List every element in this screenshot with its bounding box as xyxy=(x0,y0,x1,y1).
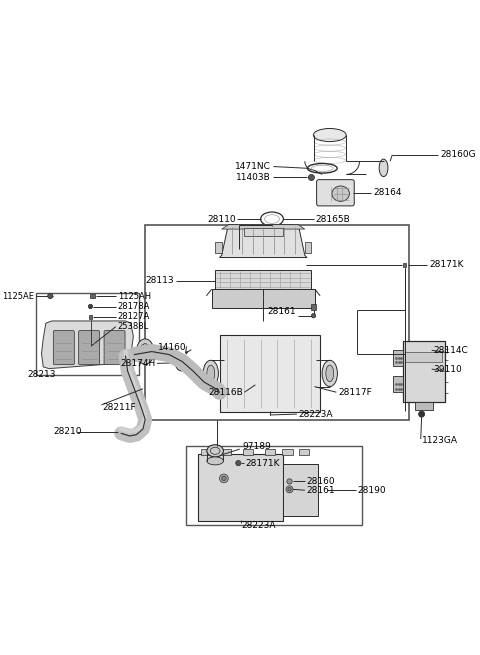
Text: 28174H: 28174H xyxy=(120,359,155,368)
Ellipse shape xyxy=(136,339,154,364)
Text: 97189: 97189 xyxy=(243,442,272,451)
Text: 28114C: 28114C xyxy=(433,346,468,355)
Text: 28171K: 28171K xyxy=(246,458,280,468)
Text: 28210: 28210 xyxy=(53,427,82,436)
Bar xyxy=(88,314,93,318)
Bar xyxy=(243,228,283,236)
Bar xyxy=(212,290,315,308)
Bar xyxy=(394,350,403,366)
Bar xyxy=(145,225,409,421)
Circle shape xyxy=(219,474,228,483)
Bar xyxy=(36,293,140,375)
Bar xyxy=(186,447,361,525)
Ellipse shape xyxy=(313,128,346,141)
Bar xyxy=(299,449,309,455)
Ellipse shape xyxy=(332,186,349,201)
FancyBboxPatch shape xyxy=(53,331,74,365)
Text: 28110: 28110 xyxy=(207,215,236,223)
Circle shape xyxy=(288,487,291,491)
Text: 39110: 39110 xyxy=(433,365,462,373)
Ellipse shape xyxy=(207,457,224,465)
Circle shape xyxy=(88,305,93,309)
Text: 11403B: 11403B xyxy=(236,173,271,182)
Ellipse shape xyxy=(322,360,337,386)
Bar xyxy=(215,242,222,253)
Circle shape xyxy=(236,460,241,466)
Ellipse shape xyxy=(326,365,334,382)
Text: 28116B: 28116B xyxy=(208,388,243,397)
Text: 28213: 28213 xyxy=(27,370,56,379)
Text: 28127A: 28127A xyxy=(118,312,150,321)
Bar xyxy=(305,242,312,253)
Circle shape xyxy=(419,411,425,417)
Bar xyxy=(282,449,293,455)
Text: 28160G: 28160G xyxy=(441,150,476,159)
Circle shape xyxy=(222,476,226,481)
Circle shape xyxy=(308,174,314,181)
Bar xyxy=(405,352,443,362)
FancyBboxPatch shape xyxy=(104,331,125,365)
Bar xyxy=(91,294,95,298)
Ellipse shape xyxy=(203,360,218,386)
Polygon shape xyxy=(41,321,133,369)
Ellipse shape xyxy=(140,344,150,360)
Text: 14160: 14160 xyxy=(158,343,187,352)
Bar xyxy=(201,449,212,455)
Bar xyxy=(215,270,312,290)
Ellipse shape xyxy=(207,365,215,382)
Circle shape xyxy=(287,479,292,484)
Text: 28171K: 28171K xyxy=(429,261,464,269)
Text: 28117F: 28117F xyxy=(338,388,372,397)
Text: 28223A: 28223A xyxy=(241,521,276,530)
Circle shape xyxy=(286,486,293,493)
Text: 28113: 28113 xyxy=(145,276,174,285)
Bar xyxy=(415,402,432,410)
FancyBboxPatch shape xyxy=(317,179,354,206)
Text: 28223A: 28223A xyxy=(299,409,333,419)
Bar xyxy=(219,335,320,412)
Text: 25388L: 25388L xyxy=(118,322,149,331)
Bar xyxy=(243,449,253,455)
Circle shape xyxy=(48,293,53,299)
Polygon shape xyxy=(222,225,305,229)
Text: 28165B: 28165B xyxy=(315,215,350,223)
Text: 1471NC: 1471NC xyxy=(235,162,271,171)
Bar xyxy=(394,377,403,392)
Text: 28178A: 28178A xyxy=(118,302,150,311)
Bar xyxy=(283,464,318,515)
Bar xyxy=(264,449,275,455)
Text: 28161: 28161 xyxy=(267,307,296,316)
Text: 28164: 28164 xyxy=(373,188,402,197)
Text: 28211F: 28211F xyxy=(103,403,136,411)
FancyBboxPatch shape xyxy=(79,331,100,365)
Ellipse shape xyxy=(207,445,224,457)
Text: 28160: 28160 xyxy=(307,477,335,486)
Circle shape xyxy=(312,314,316,318)
Bar xyxy=(221,449,231,455)
Bar xyxy=(403,263,406,267)
Bar xyxy=(198,455,283,521)
Text: 28161: 28161 xyxy=(307,486,335,495)
Text: 28190: 28190 xyxy=(357,486,386,495)
Ellipse shape xyxy=(379,159,388,177)
Text: 1123GA: 1123GA xyxy=(422,436,458,445)
Polygon shape xyxy=(219,225,307,257)
Text: 1125AH: 1125AH xyxy=(118,291,151,301)
Text: 1125AE: 1125AE xyxy=(2,291,34,301)
Bar xyxy=(403,341,444,402)
Bar xyxy=(311,305,316,310)
